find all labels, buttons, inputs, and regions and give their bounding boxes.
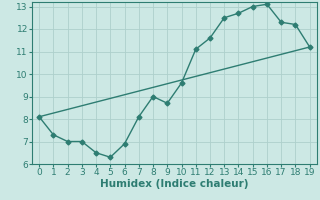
X-axis label: Humidex (Indice chaleur): Humidex (Indice chaleur) — [100, 179, 249, 189]
